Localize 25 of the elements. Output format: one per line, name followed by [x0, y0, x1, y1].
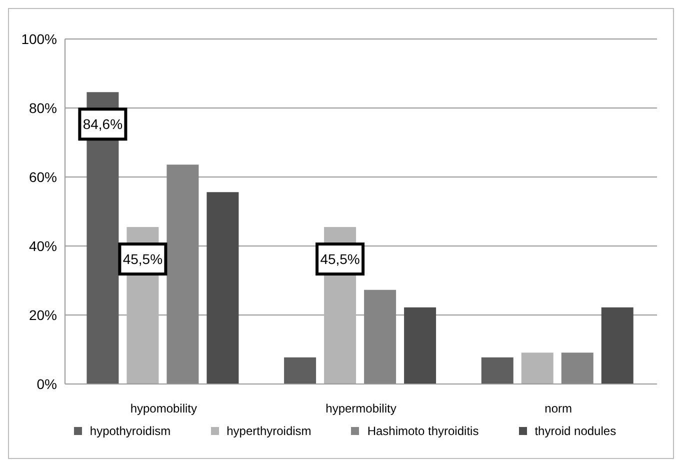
y-tick-label: 60%	[28, 168, 57, 185]
y-tick-label: 80%	[28, 100, 57, 116]
bar	[561, 352, 594, 384]
y-tick-label: 0%	[36, 376, 57, 392]
data-label: 45,5%	[122, 251, 163, 268]
x-tick-label: norm	[544, 402, 572, 416]
bar	[404, 307, 436, 384]
bar	[481, 357, 514, 384]
bar	[206, 192, 239, 384]
x-tick-label: hypomobility	[130, 402, 198, 416]
legend-label: hyperthyroidism	[226, 424, 312, 438]
x-tick-label: hypermobility	[326, 402, 396, 416]
data-label: 84,6%	[82, 116, 123, 132]
bar	[521, 352, 554, 384]
legend-label: hypothyroidism	[88, 424, 171, 438]
bar	[364, 290, 396, 384]
bar	[284, 357, 316, 384]
legend-label: Hashimoto thyroiditis	[366, 424, 479, 438]
data-label: 45,5%	[320, 251, 360, 268]
bar	[601, 307, 634, 384]
legend-label: thyroid nodules	[534, 424, 616, 438]
y-tick-label: 40%	[28, 238, 57, 254]
y-tick-label: 100%	[21, 30, 57, 47]
bar	[166, 164, 199, 384]
y-tick-label: 20%	[28, 306, 57, 323]
